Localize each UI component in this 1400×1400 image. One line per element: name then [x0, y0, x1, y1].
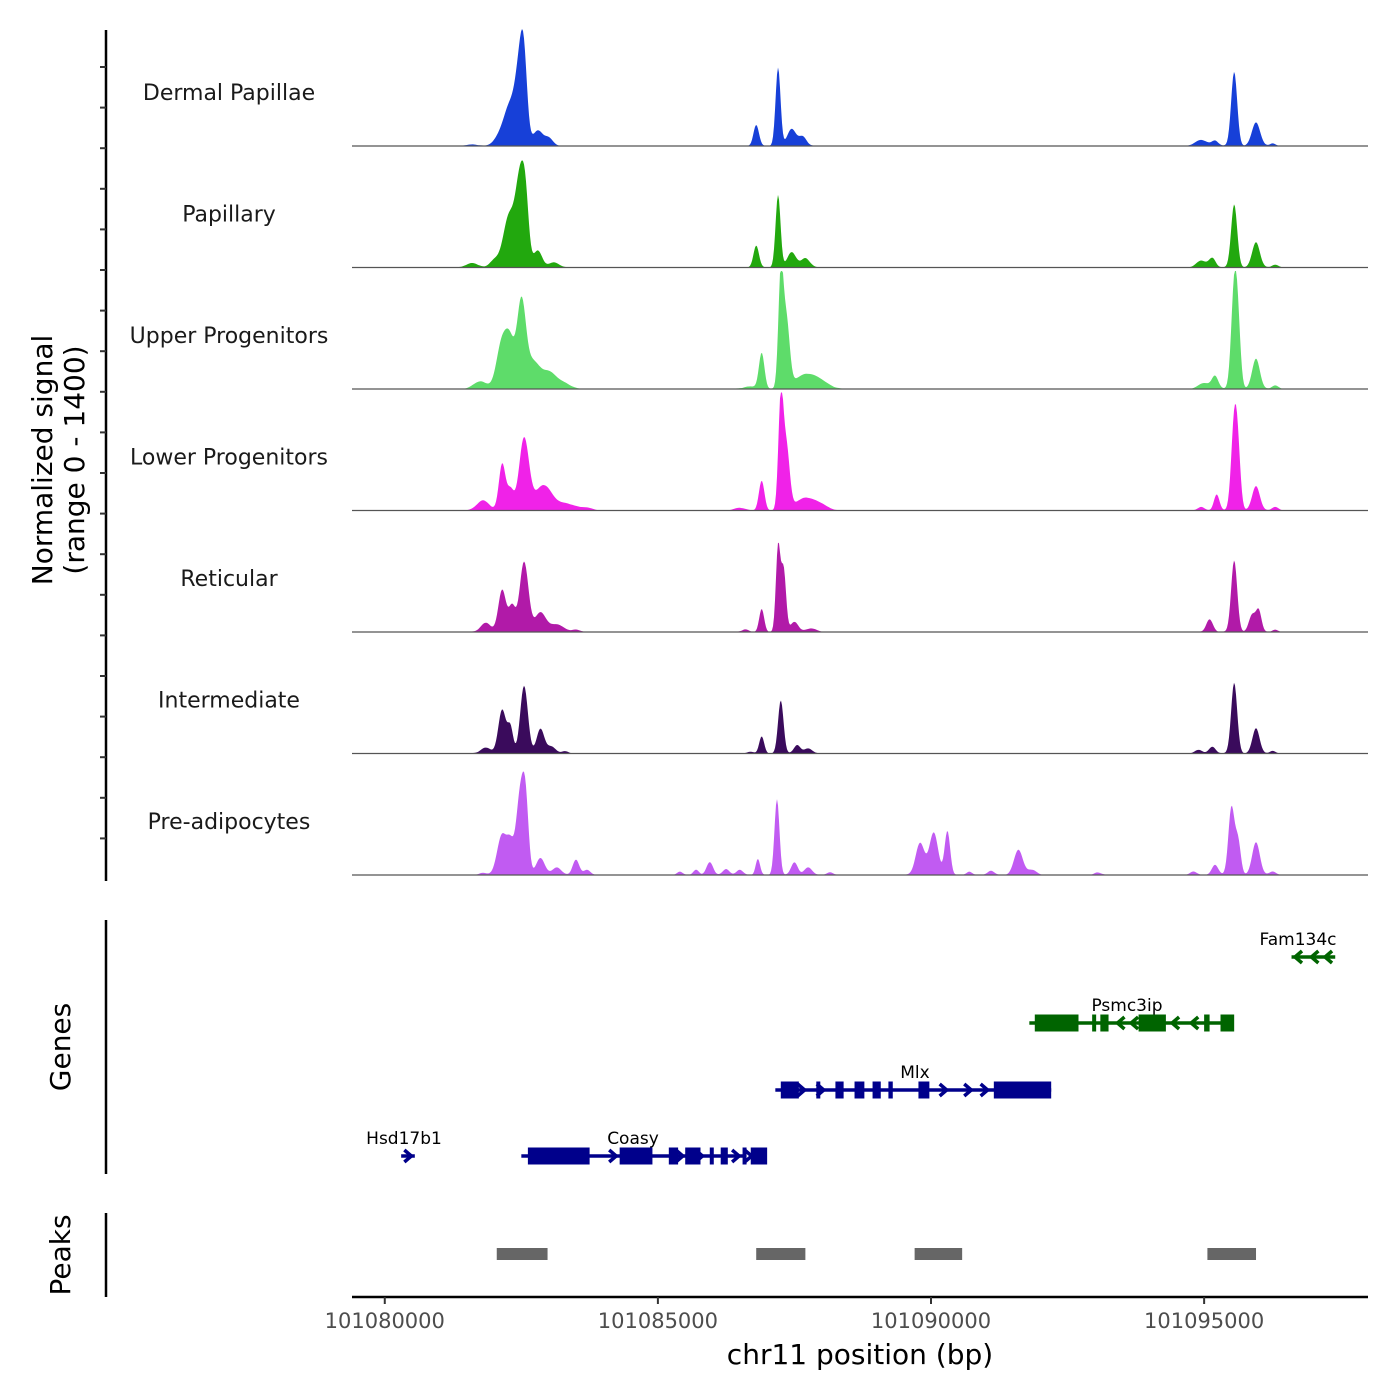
track-label: Pre-adipocytes [148, 810, 311, 835]
y-axis-title-line2: (range 0 - 1400) [58, 345, 91, 574]
strand-arrow-icon [694, 1148, 706, 1164]
strand-arrow-icon [403, 1148, 415, 1164]
x-axis-title: chr11 position (bp) [727, 1338, 993, 1371]
x-tick-label: 101085000 [598, 1309, 718, 1333]
track-label: Papillary [182, 203, 276, 228]
x-tick-label: 101095000 [1144, 1309, 1264, 1333]
peak-region [496, 1248, 548, 1260]
strand-arrow-icon [674, 1148, 686, 1164]
track-label: Upper Progenitors [130, 324, 329, 349]
y-axis-title: Normalized signal (range 0 - 1400) [26, 335, 91, 586]
gene-exon [816, 1081, 821, 1099]
gene-exon [619, 1147, 653, 1165]
peak-region [1207, 1248, 1257, 1260]
strand-arrow-icon [1128, 1015, 1140, 1031]
track-reticular: Reticular [180, 542, 1368, 633]
signal-area [352, 392, 1368, 511]
x-tick-label: 101080000 [325, 1309, 445, 1333]
gene-exon [668, 1147, 679, 1165]
gene-label: Fam134c [1260, 930, 1337, 950]
signal-area [352, 682, 1368, 754]
genes-track: Hsd17b1 Coasy Mlx Psmc3ip Fam134c [366, 930, 1337, 1165]
gene-exon [780, 1081, 799, 1099]
signal-tracks: Dermal Papillae Papillary Upper Progenitor… [130, 28, 1368, 876]
gene-exon [1092, 1014, 1097, 1032]
track-dermal-papillae: Dermal Papillae [143, 28, 1368, 147]
gene-exon [1220, 1014, 1235, 1032]
track-label: Intermediate [158, 689, 300, 714]
gene-label: Hsd17b1 [366, 1129, 442, 1149]
y-axis-title-line1: Normalized signal [26, 335, 59, 586]
strand-arrow-icon [730, 1148, 742, 1164]
peaks-track [496, 1248, 1257, 1260]
signal-area [352, 271, 1368, 389]
gene-mlx: Mlx [775, 1063, 1052, 1099]
peaks-track-label: Peaks [44, 1214, 77, 1295]
gene-exon [854, 1081, 865, 1099]
strand-arrow-icon [1292, 949, 1304, 965]
track-label: Lower Progenitors [130, 446, 328, 471]
gene-psmc3ip: Psmc3ip [1029, 996, 1235, 1032]
strand-arrow-icon [938, 1082, 950, 1098]
gene-label: Psmc3ip [1091, 996, 1162, 1016]
gene-label: Coasy [607, 1129, 659, 1149]
genes-track-label: Genes [44, 1003, 77, 1091]
gene-exon [1100, 1014, 1109, 1032]
gene-exon [918, 1081, 930, 1099]
gene-exon [720, 1147, 728, 1165]
strand-arrow-icon [796, 1082, 808, 1098]
strand-arrow-icon [608, 1148, 619, 1164]
signal-y-axis [100, 30, 108, 881]
strand-arrow-icon [743, 1148, 755, 1164]
signal-area [352, 771, 1368, 875]
gene-exon [1138, 1014, 1166, 1032]
gene-exon [888, 1081, 893, 1099]
track-pre-adipocytes: Pre-adipocytes [148, 771, 1368, 876]
signal-area [352, 28, 1368, 147]
gene-exon [872, 1081, 881, 1099]
strand-arrow-icon [1169, 1015, 1181, 1031]
track-label: Reticular [180, 567, 278, 592]
gene-exon [1204, 1014, 1210, 1032]
track-label: Dermal Papillae [143, 81, 315, 106]
gene-exon [709, 1147, 714, 1165]
strand-arrow-icon [979, 1082, 991, 1098]
signal-area [352, 160, 1368, 268]
strand-arrow-icon [1322, 949, 1334, 965]
track-upper-progenitors: Upper Progenitors [130, 271, 1368, 390]
gene-hsd17b1: Hsd17b1 [366, 1129, 442, 1164]
signal-area [352, 542, 1368, 632]
gene-coasy: Coasy [521, 1129, 768, 1165]
strand-arrow-icon [815, 1082, 827, 1098]
x-axis-ticks: 101080000 101085000 101090000 101095000 [325, 1297, 1264, 1333]
gene-fam134c: Fam134c [1260, 930, 1337, 965]
gene-exon [750, 1147, 768, 1165]
track-lower-progenitors: Lower Progenitors [130, 392, 1368, 512]
gene-exon [742, 1147, 747, 1165]
peak-region [914, 1248, 963, 1260]
gene-label: Mlx [900, 1063, 929, 1083]
strand-arrow-icon [1308, 949, 1320, 965]
gene-exon [835, 1081, 844, 1099]
track-papillary: Papillary [182, 160, 1368, 269]
strand-arrow-icon [1114, 1015, 1126, 1031]
strand-arrow-icon [1188, 1015, 1200, 1031]
x-tick-label: 101090000 [871, 1309, 991, 1333]
gene-exon [527, 1147, 590, 1165]
gene-exon [993, 1081, 1052, 1099]
gene-exon [1034, 1014, 1079, 1032]
peak-region [756, 1248, 806, 1260]
track-intermediate: Intermediate [158, 682, 1368, 755]
strand-arrow-icon [963, 1082, 974, 1098]
